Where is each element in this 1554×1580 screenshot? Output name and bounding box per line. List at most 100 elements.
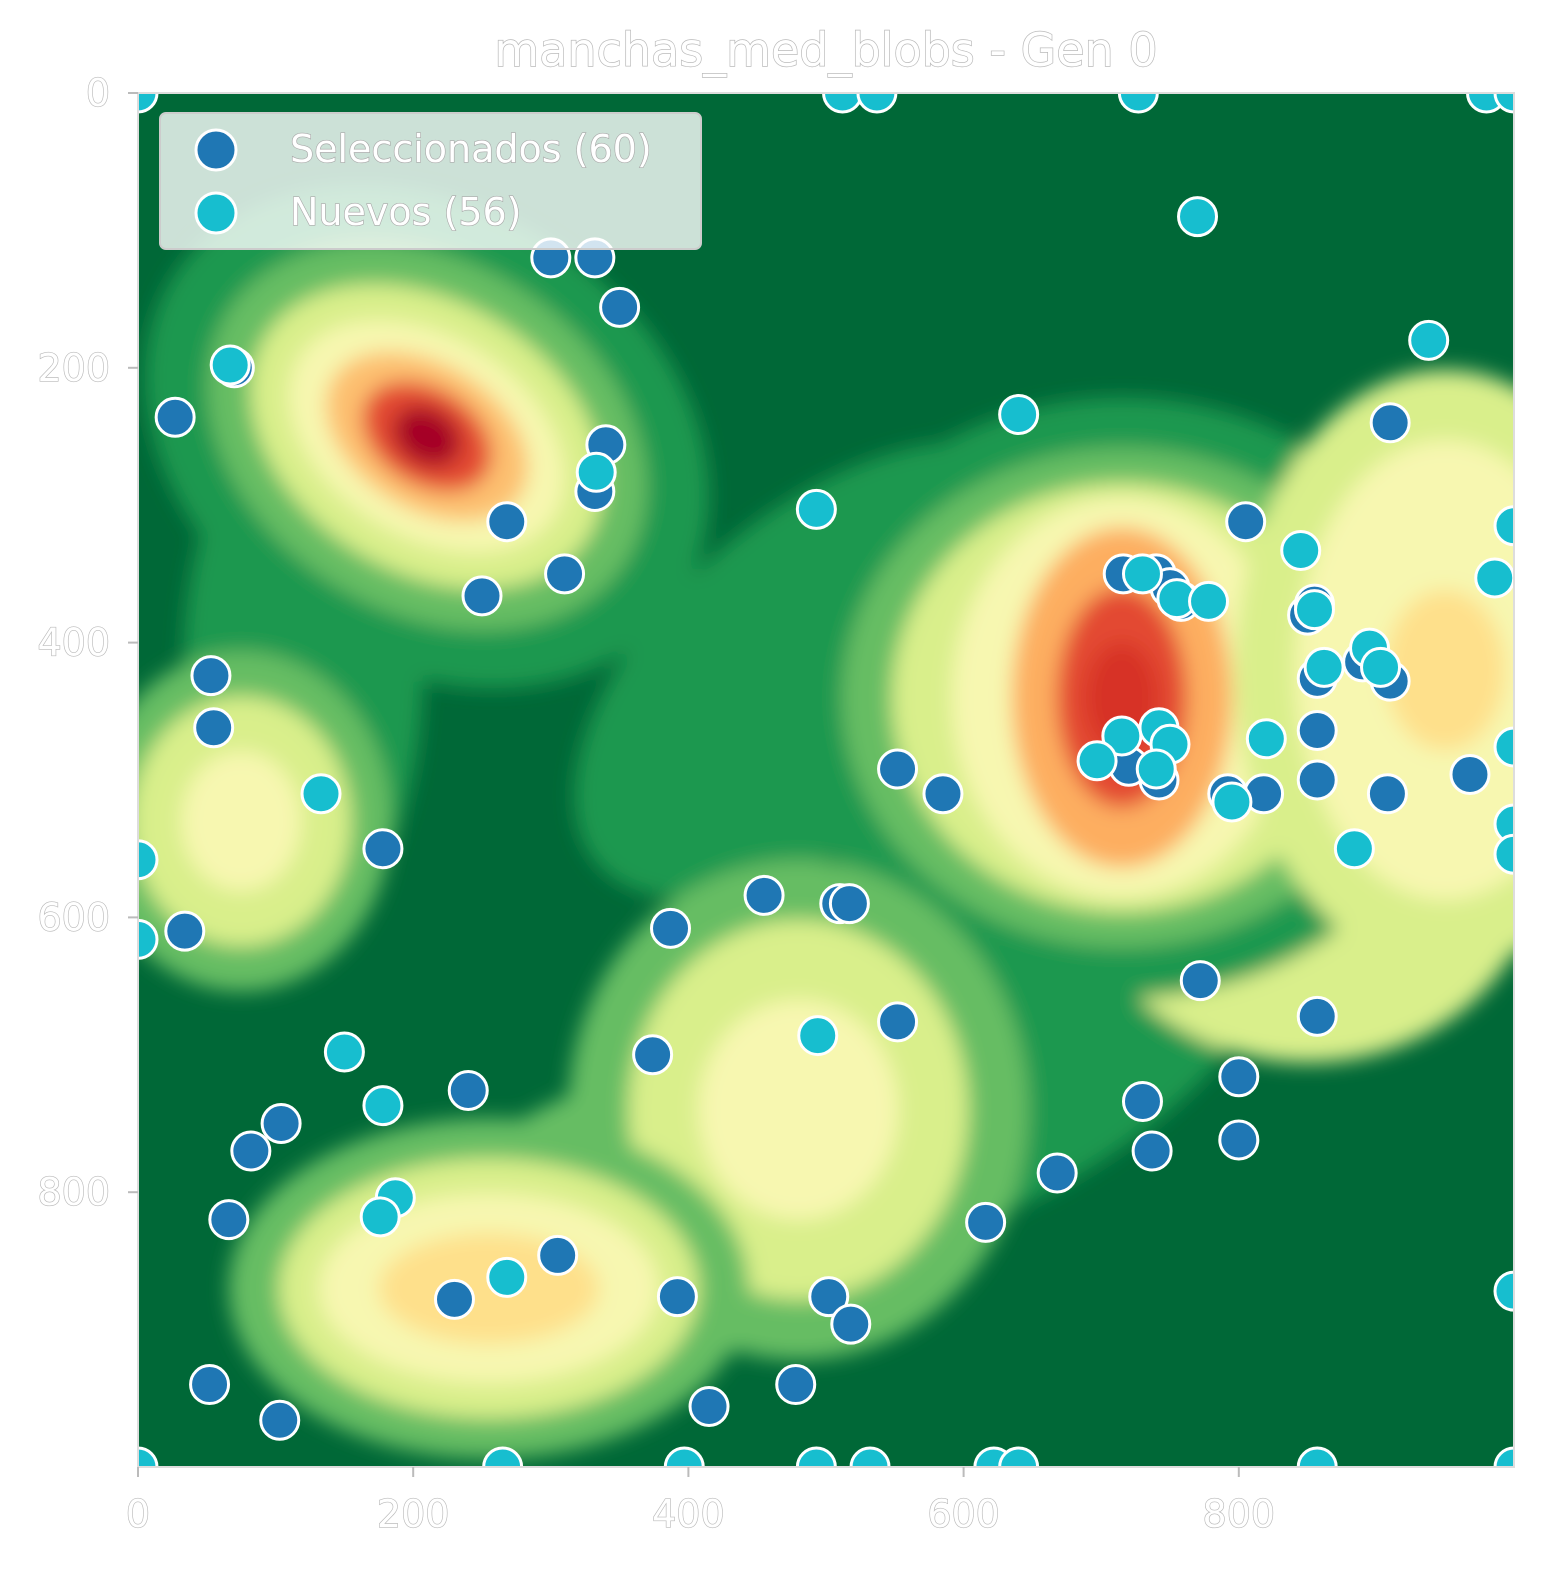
point-new: [849, 1446, 891, 1467]
heatmap-contour: [393, 406, 461, 467]
x-tick-label: 200: [377, 1492, 450, 1536]
y-axis: 0 200 400 600 800: [37, 70, 138, 1215]
point-selected: [537, 1234, 579, 1276]
point-selected: [461, 575, 503, 617]
x-tick-label: 600: [927, 1492, 1000, 1536]
point-new: [1493, 1270, 1514, 1312]
point-selected: [189, 1364, 231, 1406]
legend-label-new: Nuevos (56): [290, 190, 522, 234]
point-new: [138, 839, 159, 881]
point-new: [138, 918, 159, 960]
x-axis: 0 200 400 600 800: [125, 1467, 1276, 1537]
point-selected: [208, 1199, 250, 1241]
point-selected: [599, 286, 641, 328]
point-new: [575, 451, 617, 493]
point-selected: [808, 1276, 850, 1318]
point-selected: [1366, 773, 1408, 815]
point-new: [209, 344, 251, 386]
point-selected: [190, 655, 232, 697]
point-new: [1135, 748, 1177, 790]
legend-label-selected: Seleccionados (60): [290, 127, 652, 171]
point-selected: [1225, 501, 1267, 543]
point-new: [362, 1085, 404, 1127]
point-new: [1493, 833, 1514, 875]
point-selected: [259, 1399, 301, 1441]
point-new: [300, 773, 342, 815]
y-tick-label: 800: [37, 1170, 110, 1214]
point-new: [1121, 553, 1163, 595]
point-selected: [486, 501, 528, 543]
point-new: [663, 1446, 705, 1467]
point-new: [1493, 93, 1514, 114]
legend: Seleccionados (60) Nuevos (56): [159, 112, 702, 250]
point-selected: [877, 1001, 919, 1043]
point-new: [1117, 93, 1159, 114]
point-selected: [193, 707, 235, 749]
point-selected: [447, 1070, 489, 1112]
point-selected: [922, 773, 964, 815]
point-new: [1474, 557, 1514, 599]
heatmap-contour: [181, 751, 302, 892]
point-new: [1360, 646, 1402, 688]
y-tick-label: 600: [37, 895, 110, 939]
point-selected: [775, 1364, 817, 1406]
point-selected: [1296, 995, 1338, 1037]
point-selected: [1121, 1081, 1163, 1123]
point-new: [797, 1015, 839, 1057]
point-new: [1493, 1446, 1514, 1467]
density-heatmap: [138, 184, 1514, 1459]
point-new: [856, 93, 898, 114]
point-selected: [1218, 1119, 1260, 1161]
point-new: [1076, 740, 1118, 782]
point-new: [138, 93, 159, 114]
point-new: [822, 93, 864, 114]
point-new: [1245, 718, 1287, 760]
point-new: [998, 1446, 1040, 1467]
point-selected: [1296, 710, 1338, 752]
legend-box: [159, 112, 702, 250]
point-new: [138, 1446, 159, 1467]
point-selected: [650, 907, 692, 949]
point-new: [795, 488, 837, 530]
point-selected: [828, 883, 870, 925]
point-selected: [1449, 754, 1491, 796]
point-new: [1188, 580, 1230, 622]
point-new: [1211, 781, 1253, 823]
point-selected: [1036, 1152, 1078, 1194]
point-selected: [965, 1201, 1007, 1243]
y-tick-label: 0: [86, 71, 110, 115]
point-new: [482, 1446, 524, 1467]
point-selected: [830, 1303, 872, 1345]
chart-title: manchas_med_blobs - Gen 0: [494, 23, 1157, 77]
point-new: [323, 1031, 365, 1073]
point-new: [1493, 803, 1514, 845]
x-tick-label: 0: [126, 1492, 150, 1536]
point-new: [998, 394, 1040, 436]
heatmap-contour: [1385, 590, 1506, 751]
point-new: [795, 1446, 837, 1467]
y-tick-label: 200: [37, 346, 110, 390]
point-selected: [1296, 759, 1338, 801]
plot-area: [137, 92, 1515, 1468]
heatmap-contour: [698, 999, 899, 1220]
point-selected: [1179, 960, 1221, 1002]
point-new: [1280, 530, 1322, 572]
legend-marker-selected: [194, 128, 238, 172]
point-selected: [632, 1034, 674, 1076]
point-selected: [154, 396, 196, 438]
point-new: [1493, 505, 1514, 547]
x-tick-label: 800: [1203, 1492, 1276, 1536]
point-selected: [362, 828, 404, 870]
point-selected: [688, 1386, 730, 1428]
point-selected: [656, 1276, 698, 1318]
point-selected: [1369, 402, 1411, 444]
point-selected: [164, 910, 206, 952]
point-new: [486, 1256, 528, 1298]
point-selected: [544, 553, 586, 595]
point-selected: [433, 1278, 475, 1320]
x-tick-label: 400: [652, 1492, 725, 1536]
y-tick-label: 400: [37, 621, 110, 665]
point-new: [1296, 1446, 1338, 1467]
point-new: [1177, 196, 1219, 238]
